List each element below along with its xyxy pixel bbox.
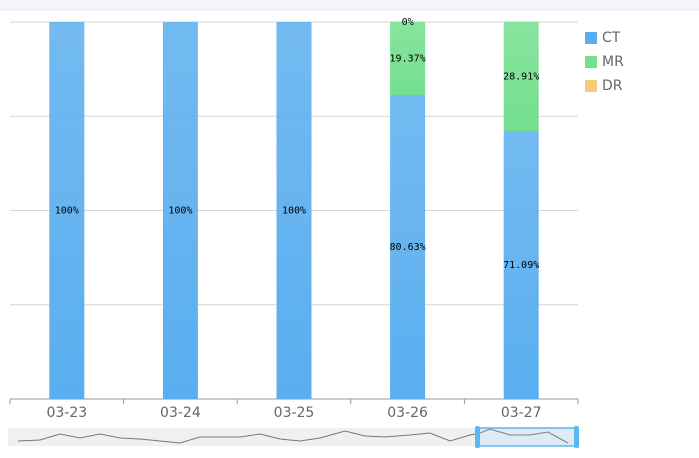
x-tick-label: 03-23 [46,405,87,421]
legend-label: MR [602,54,624,70]
value-label: 19.37% [390,54,426,65]
x-tick-label: 03-25 [274,405,315,421]
value-label: 100% [282,206,306,217]
bar-segment [390,22,426,96]
x-tick-label: 03-26 [387,405,428,421]
zoom-sparkline [17,428,569,444]
bar-segment [276,22,312,399]
value-label: 28.91% [503,71,539,82]
value-label: 100% [168,206,192,217]
bar-segment [162,22,198,399]
bar-segment [390,95,426,399]
bar-segment [49,22,85,399]
value-label: 80.63% [390,242,426,253]
legend-swatch [585,56,597,68]
zoom-window[interactable] [477,427,577,447]
zoom-handle[interactable] [574,426,579,448]
bar-segment [503,22,539,131]
x-tick-label: 03-27 [501,405,542,421]
data-zoom[interactable] [8,426,579,448]
value-label: 0% [402,17,414,28]
zoom-handle[interactable] [475,426,480,448]
value-label: 100% [55,206,79,217]
x-tick-label: 03-24 [160,405,201,421]
legend-swatch [585,32,597,44]
legend-swatch [585,80,597,92]
legend-label: DR [602,78,623,94]
zoom-track [8,428,578,446]
legend-label: CT [602,30,621,46]
top-bar [0,0,699,10]
bar-segment [503,130,539,399]
value-label: 71.09% [503,260,539,271]
